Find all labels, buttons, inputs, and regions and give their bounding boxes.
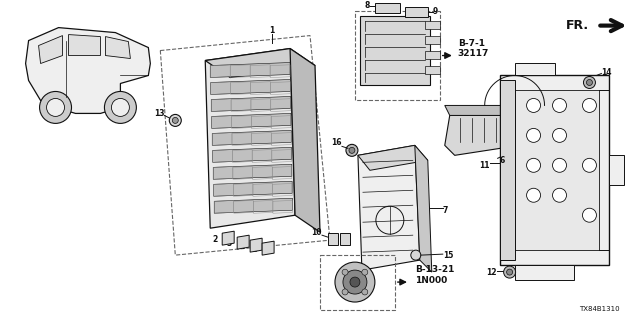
Text: 3: 3 bbox=[227, 239, 232, 248]
Circle shape bbox=[582, 208, 596, 222]
Polygon shape bbox=[358, 145, 420, 270]
Circle shape bbox=[104, 92, 136, 124]
Circle shape bbox=[172, 117, 179, 124]
Circle shape bbox=[343, 270, 367, 294]
Circle shape bbox=[584, 76, 595, 88]
Text: 1: 1 bbox=[269, 26, 275, 35]
Circle shape bbox=[47, 99, 65, 116]
Circle shape bbox=[527, 188, 541, 202]
Polygon shape bbox=[38, 36, 63, 64]
Circle shape bbox=[411, 250, 420, 260]
Circle shape bbox=[586, 79, 593, 85]
Text: 11: 11 bbox=[479, 161, 490, 170]
Text: B-7-1
32117: B-7-1 32117 bbox=[458, 39, 489, 58]
Text: 12: 12 bbox=[486, 268, 497, 276]
Polygon shape bbox=[500, 76, 609, 265]
Circle shape bbox=[507, 269, 513, 275]
Text: TX84B1310: TX84B1310 bbox=[579, 306, 620, 312]
Circle shape bbox=[552, 158, 566, 172]
Polygon shape bbox=[340, 233, 350, 245]
Polygon shape bbox=[415, 145, 432, 272]
Polygon shape bbox=[212, 130, 291, 145]
Polygon shape bbox=[290, 49, 320, 232]
Circle shape bbox=[527, 128, 541, 142]
Polygon shape bbox=[358, 145, 428, 170]
Polygon shape bbox=[328, 233, 338, 245]
Polygon shape bbox=[210, 62, 290, 77]
Polygon shape bbox=[211, 96, 291, 111]
Text: 16: 16 bbox=[332, 138, 342, 147]
Circle shape bbox=[349, 147, 355, 153]
Polygon shape bbox=[212, 113, 291, 128]
Polygon shape bbox=[214, 198, 292, 213]
Polygon shape bbox=[609, 155, 625, 185]
Text: 15: 15 bbox=[443, 251, 453, 260]
Circle shape bbox=[111, 99, 129, 116]
Text: 6: 6 bbox=[500, 156, 505, 165]
Circle shape bbox=[527, 158, 541, 172]
Polygon shape bbox=[250, 238, 262, 252]
Polygon shape bbox=[214, 181, 292, 196]
Circle shape bbox=[350, 277, 360, 287]
Text: B-13-21
1N000: B-13-21 1N000 bbox=[415, 265, 454, 285]
Circle shape bbox=[362, 269, 368, 275]
Text: 10: 10 bbox=[312, 228, 322, 237]
Circle shape bbox=[40, 92, 72, 124]
Polygon shape bbox=[515, 62, 554, 76]
Circle shape bbox=[552, 128, 566, 142]
Text: 5: 5 bbox=[252, 245, 257, 254]
Polygon shape bbox=[212, 147, 292, 162]
Text: 13: 13 bbox=[154, 109, 164, 118]
Polygon shape bbox=[205, 49, 295, 228]
Polygon shape bbox=[515, 265, 575, 280]
Text: 4: 4 bbox=[240, 242, 245, 251]
Circle shape bbox=[504, 266, 516, 278]
Text: 8: 8 bbox=[365, 1, 370, 10]
Polygon shape bbox=[515, 91, 600, 250]
Polygon shape bbox=[237, 235, 249, 249]
Text: 9: 9 bbox=[433, 7, 438, 16]
Polygon shape bbox=[68, 35, 100, 56]
Polygon shape bbox=[445, 105, 515, 116]
Polygon shape bbox=[213, 164, 292, 179]
Polygon shape bbox=[222, 231, 234, 245]
Text: 14: 14 bbox=[602, 68, 612, 77]
Circle shape bbox=[527, 99, 541, 112]
Polygon shape bbox=[205, 49, 315, 77]
Circle shape bbox=[552, 99, 566, 112]
Circle shape bbox=[582, 99, 596, 112]
Polygon shape bbox=[425, 20, 440, 28]
Circle shape bbox=[552, 188, 566, 202]
Circle shape bbox=[346, 144, 358, 156]
Text: 2: 2 bbox=[212, 235, 217, 244]
Polygon shape bbox=[360, 16, 430, 85]
Polygon shape bbox=[405, 7, 428, 17]
Polygon shape bbox=[211, 79, 291, 94]
Polygon shape bbox=[26, 28, 150, 113]
Polygon shape bbox=[262, 241, 274, 255]
Circle shape bbox=[170, 115, 181, 126]
Text: FR.: FR. bbox=[566, 19, 589, 32]
Text: 7: 7 bbox=[443, 206, 448, 215]
Polygon shape bbox=[425, 51, 440, 59]
Polygon shape bbox=[106, 36, 131, 59]
Polygon shape bbox=[425, 36, 440, 44]
Polygon shape bbox=[445, 116, 520, 155]
Circle shape bbox=[342, 289, 348, 295]
Circle shape bbox=[582, 158, 596, 172]
Polygon shape bbox=[425, 66, 440, 74]
Circle shape bbox=[335, 262, 375, 302]
Polygon shape bbox=[375, 3, 400, 12]
Polygon shape bbox=[500, 81, 515, 260]
Circle shape bbox=[342, 269, 348, 275]
Circle shape bbox=[362, 289, 368, 295]
